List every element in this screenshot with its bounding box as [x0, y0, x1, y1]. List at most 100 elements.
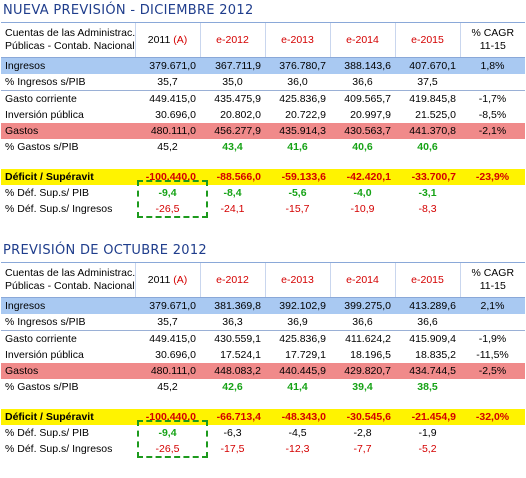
cell-value: 449.415,0 [135, 90, 200, 107]
header-year-2013: e-2013 [264, 262, 330, 298]
header-year-2014: e-2014 [329, 262, 395, 298]
cell-value: 392.102,9 [265, 297, 330, 314]
cell-value: 21.525,0 [415, 109, 456, 121]
cell-value: 36,6 [417, 316, 438, 328]
table-row: % Déf. Sup.s/ Ingresos -26,5 -17,5 -12,3… [1, 441, 525, 457]
cell-value: -17,5 [220, 443, 245, 455]
cell-value: 35,7 [157, 316, 178, 328]
section-prevision-octubre: PREVISIÓN DE OCTUBRE 2012 Cuentas de las… [0, 240, 526, 476]
cell-value: 41,4 [287, 381, 308, 393]
cell-value: 35,0 [222, 76, 243, 88]
cell-value: 430.563,7 [330, 123, 395, 139]
cell-value: 419.845,8 [395, 90, 460, 107]
cell-cagr: -11,5% [476, 349, 509, 361]
cell-value: -5,2 [418, 443, 437, 455]
cell-value: 409.565,7 [330, 90, 395, 107]
cell-value: 456.277,9 [200, 123, 265, 139]
cell-value: 36,9 [287, 316, 308, 328]
cell-value: -5,6 [288, 187, 307, 199]
cell-value: -100.440,0 [135, 409, 200, 425]
table-row: % Gastos s/PIB 45,2 43,4 41,6 40,6 40,6 [1, 139, 525, 155]
cell-value: 411.624,2 [330, 330, 395, 347]
cell-value: -21.454,9 [395, 409, 460, 425]
cell-cagr [460, 201, 525, 217]
row-label: % Ingresos s/PIB [5, 316, 86, 328]
cell-value: 388.143,6 [330, 57, 395, 74]
cell-value: -9,4 [158, 427, 177, 439]
table-row: Gasto corriente 449.415,0 430.559,1 425.… [1, 330, 525, 347]
row-label: Gasto corriente [1, 330, 135, 347]
cell-value: 36,0 [287, 76, 308, 88]
spacer-row [1, 395, 525, 409]
cell-value: 480.111,0 [135, 363, 200, 379]
cell-value: -1,9 [418, 427, 437, 439]
cell-cagr: -8,5% [478, 109, 507, 121]
cell-cagr [460, 314, 525, 331]
table-row: % Déf. Sup.s/ PIB -9,4 -6,3 -4,5 -2,8 -1… [1, 425, 525, 441]
fiscal-table: Cuentas de las Administrac. Públicas - Co… [1, 22, 525, 217]
cell-value: 434.744,5 [395, 363, 460, 379]
cell-value: -6,3 [223, 427, 242, 439]
table-row: Ingresos 379.671,0 381.369,8 392.102,9 3… [1, 297, 525, 314]
cell-value: 441.370,8 [395, 123, 460, 139]
cell-value: 367.711,9 [200, 57, 265, 74]
cell-value: 35,7 [157, 76, 178, 88]
cell-value: -88.566,0 [200, 169, 265, 185]
cell-value: -59.133,6 [265, 169, 330, 185]
cell-cagr [460, 425, 525, 441]
cell-cagr: 2,1% [460, 297, 525, 314]
cell-value: 381.369,8 [200, 297, 265, 314]
cell-value: 425.836,9 [265, 330, 330, 347]
cell-cagr: -1,9% [460, 330, 525, 347]
cell-value: 36,6 [352, 316, 373, 328]
cell-value: -42.420,1 [330, 169, 395, 185]
cell-value: 30.696,0 [155, 349, 196, 361]
cell-value: -2,8 [353, 427, 372, 439]
header-cagr: % CAGR 11-15 [459, 22, 525, 58]
cell-value: 449.415,0 [135, 330, 200, 347]
cell-value: 40,6 [417, 141, 438, 153]
table-row: % Gastos s/PIB 45,2 42,6 41,4 39,4 38,5 [1, 379, 525, 395]
cell-cagr: -2,1% [460, 123, 525, 139]
table-row: % Déf. Sup.s/ PIB -9,4 -8,4 -5,6 -4,0 -3… [1, 185, 525, 201]
cell-cagr: -2,5% [460, 363, 525, 379]
table-header-row: Cuentas de las Administrac. Públicas - Co… [1, 22, 525, 58]
cell-cagr [460, 185, 525, 201]
cell-value: 36,6 [352, 76, 373, 88]
cell-cagr [460, 379, 525, 395]
cell-cagr [460, 441, 525, 457]
cell-value: 18.196,5 [350, 349, 391, 361]
cell-value: 376.780,7 [265, 57, 330, 74]
cell-value: 45,2 [157, 141, 178, 153]
row-label: % Ingresos s/PIB [5, 76, 86, 88]
header-year-2015: e-2015 [394, 262, 460, 298]
row-label: % Gastos s/PIB [5, 141, 79, 153]
header-year-2012: e-2012 [199, 262, 265, 298]
table-header-row: Cuentas de las Administrac. Públicas - Co… [1, 262, 525, 298]
cell-value: 20.802,0 [220, 109, 261, 121]
header-year-2011: 2011 (A) [134, 262, 200, 298]
cell-value: -26,5 [155, 203, 180, 215]
cell-value: 379.671,0 [135, 297, 200, 314]
row-label: Déficit / Supéravit [1, 409, 135, 425]
row-label: Ingresos [1, 57, 135, 74]
table-row: Gasto corriente 449.415,0 435.475,9 425.… [1, 90, 525, 107]
cell-value: -15,7 [285, 203, 310, 215]
cell-value: -8,3 [418, 203, 437, 215]
cell-value: -24,1 [220, 203, 245, 215]
table-row: % Ingresos s/PIB 35,7 35,0 36,0 36,6 37,… [1, 74, 525, 91]
cell-value: 20.722,9 [285, 109, 326, 121]
row-label: Gasto corriente [1, 90, 135, 107]
cell-value: 38,5 [417, 381, 438, 393]
row-label: Gastos [1, 123, 135, 139]
cell-value: -10,9 [350, 203, 375, 215]
cell-cagr: -23,9% [460, 169, 525, 185]
header-label: Cuentas de las Administrac. Públicas - Co… [1, 22, 135, 58]
table-row: % Déf. Sup.s/ Ingresos -26,5 -24,1 -15,7… [1, 201, 525, 217]
section-nueva-prevision: NUEVA PREVISIÓN - DICIEMBRE 2012 Cuentas… [1, 3, 525, 218]
cell-value: -33.700,7 [395, 169, 460, 185]
cell-value: 435.914,3 [265, 123, 330, 139]
table-row: Gastos 480.111,0 448.083,2 440.445,9 429… [1, 363, 525, 379]
cell-value: 448.083,2 [200, 363, 265, 379]
cell-value: 20.997,9 [350, 109, 391, 121]
